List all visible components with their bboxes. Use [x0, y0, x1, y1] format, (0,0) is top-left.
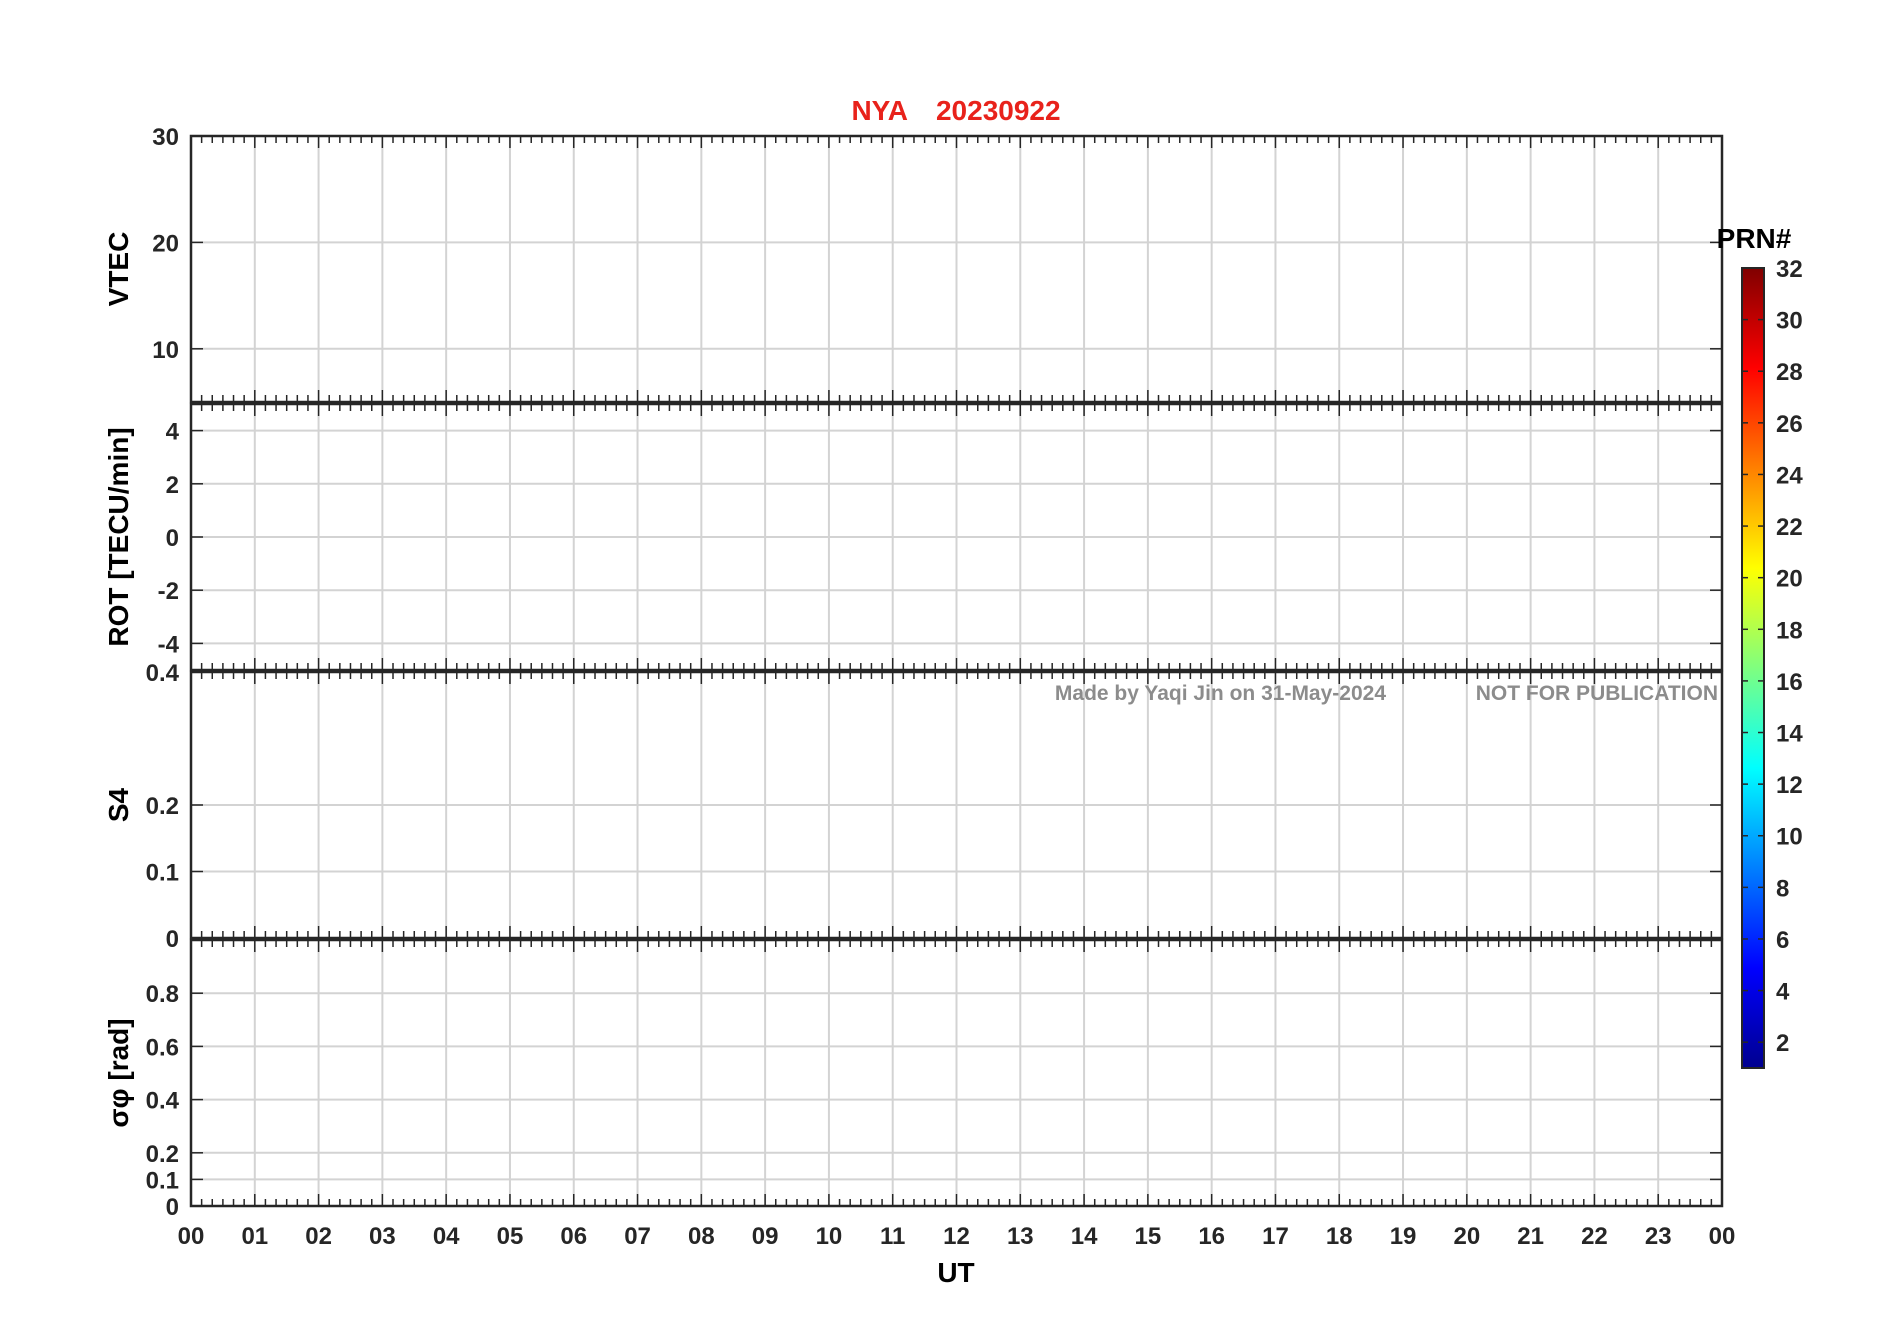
x-tick-label: 17 — [1262, 1223, 1289, 1250]
colorbar-label: PRN# — [1717, 223, 1792, 254]
colorbar-tick-label: 14 — [1776, 721, 1803, 748]
x-tick-label: 22 — [1581, 1223, 1608, 1250]
y-tick-label: 10 — [152, 337, 179, 364]
y-tick-label: 20 — [152, 230, 179, 257]
panel-frame — [189, 938, 1724, 1208]
y-tick-label: 0.4 — [146, 660, 180, 687]
status-note: NOT FOR PUBLICATION — [1476, 682, 1718, 705]
x-tick-label: 08 — [688, 1223, 715, 1250]
y-tick-label: 0.1 — [146, 1167, 179, 1194]
x-axis-label: UT — [937, 1257, 974, 1288]
x-tick-label: 11 — [880, 1223, 905, 1250]
panel-rot: -4 -2 0 2 4 ROT [TECU/min] — [103, 402, 1724, 672]
y-tick-label: -2 — [158, 578, 179, 605]
x-tick-label: 00 — [1709, 1223, 1736, 1250]
x-tick-label: 21 — [1517, 1223, 1544, 1250]
x-tick-label: 07 — [624, 1223, 651, 1250]
y-tick-label: 0.2 — [146, 793, 179, 820]
y-tick-label: 0 — [166, 1194, 179, 1221]
x-tick-label: 16 — [1198, 1223, 1225, 1250]
panel-frame — [189, 670, 1724, 940]
x-tick-label: 14 — [1071, 1223, 1098, 1250]
x-tick-label: 12 — [943, 1223, 970, 1250]
colorbar-tick-label: 6 — [1776, 927, 1789, 954]
x-tick-label: 19 — [1390, 1223, 1417, 1250]
y-tick-label: -4 — [158, 631, 180, 658]
x-tick-label: 20 — [1453, 1223, 1480, 1250]
x-tick-label: 03 — [369, 1223, 396, 1250]
x-tick-label: 18 — [1326, 1223, 1353, 1250]
panel-vtec: 10 20 30 VTEC — [103, 124, 1724, 404]
panel-frame — [189, 402, 1724, 672]
chart-title: NYA 20230922 — [851, 95, 1060, 126]
x-tick-label: 02 — [305, 1223, 332, 1250]
y-tick-label: 4 — [166, 419, 180, 446]
y-tick-label: 2 — [166, 472, 179, 499]
y-tick-label: 0.2 — [146, 1141, 179, 1168]
y-tick-label: 0.4 — [146, 1088, 180, 1115]
y-tick-label: 30 — [152, 124, 179, 151]
author-note: Made by Yaqi Jin on 31-May-2024 — [1055, 682, 1386, 705]
x-tick-label: 01 — [241, 1223, 268, 1250]
x-tick-label: 04 — [433, 1223, 460, 1250]
colorbar-tick-label: 8 — [1776, 875, 1789, 902]
y-axis-label-rot: ROT [TECU/min] — [103, 427, 134, 646]
colorbar-tick-label: 32 — [1776, 256, 1803, 283]
colorbar-bar — [1741, 267, 1765, 1069]
x-tick-label: 06 — [560, 1223, 587, 1250]
x-tick-label: 09 — [752, 1223, 779, 1250]
title-station: NYA — [851, 95, 908, 126]
panel-s4: 0 0.1 0.2 0.4 S4 — [103, 660, 1724, 953]
x-tick-label: 23 — [1645, 1223, 1672, 1250]
x-tick-label: 13 — [1007, 1223, 1034, 1250]
colorbar-tick-label: 20 — [1776, 566, 1803, 593]
colorbar-tick-label: 10 — [1776, 824, 1803, 851]
x-tick-label: 15 — [1135, 1223, 1162, 1250]
y-tick-label: 0 — [166, 926, 179, 953]
colorbar-tick-label: 18 — [1776, 617, 1803, 644]
panel-frame — [189, 134, 1724, 404]
y-tick-label: 0 — [166, 525, 179, 552]
y-axis-label-sigma: σφ [rad] — [103, 1018, 134, 1127]
colorbar-tick-label: 30 — [1776, 308, 1803, 335]
x-tick-label: 10 — [816, 1223, 843, 1250]
colorbar-tick-label: 24 — [1776, 462, 1803, 489]
x-tick-label: 05 — [497, 1223, 524, 1250]
colorbar-tick-label: 16 — [1776, 669, 1803, 696]
colorbar-tick-label: 2 — [1776, 1030, 1789, 1057]
title-date: 20230922 — [936, 95, 1061, 126]
x-tick-labels: 00 01 02 03 04 05 06 07 08 09 10 11 12 13 14 15 16 17 18 19… — [178, 1223, 1736, 1250]
y-tick-label: 0.8 — [146, 981, 179, 1008]
y-tick-label: 0.1 — [146, 860, 179, 887]
colorbar-tick-label: 22 — [1776, 514, 1803, 541]
y-tick-label: 0.6 — [146, 1034, 179, 1061]
colorbar-tick-label: 26 — [1776, 411, 1803, 438]
panel-sigma: 00.10.2 0.4 0.6 0.8 σφ [rad] — [103, 938, 1724, 1221]
y-axis-label-vtec: VTEC — [103, 232, 134, 307]
colorbar-tick-label: 28 — [1776, 359, 1803, 386]
y-axis-label-s4: S4 — [103, 787, 134, 822]
colorbar-tick-label: 12 — [1776, 772, 1803, 799]
x-tick-label: 00 — [178, 1223, 205, 1250]
colorbar-tick-label: 4 — [1776, 979, 1790, 1006]
